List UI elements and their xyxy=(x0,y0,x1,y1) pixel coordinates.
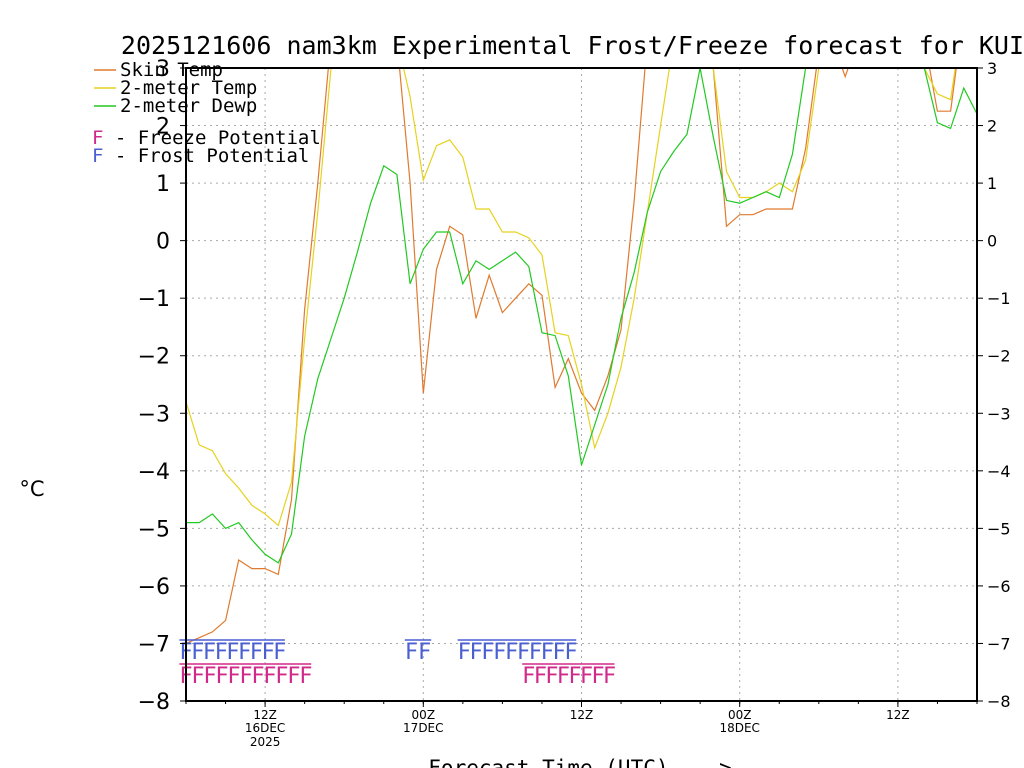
x-tick-label: 12Z xyxy=(570,708,594,722)
y-tick-label-left: −5 xyxy=(138,517,170,542)
y-tick-label-right: −5 xyxy=(987,519,1011,538)
frost-potential-marker: F xyxy=(215,640,228,665)
freeze-potential-marker: F xyxy=(534,664,547,689)
frost-potential-marker: F xyxy=(493,640,506,665)
axis-ticks: −8 −8 −7 −7 −6 −6 −5 −5 −4 −4 −3 −3 −2 −2 −1 −1 0 0 1 1 2 2 3 3… xyxy=(138,57,1011,749)
y-tick-label-left: 3 xyxy=(156,57,170,82)
frost-potential-marker: F xyxy=(481,640,494,665)
y-axis-label: °C xyxy=(19,477,44,501)
freeze-potential-marker: F xyxy=(591,664,604,689)
x-tick-label: 12Z xyxy=(886,708,910,722)
y-tick-label-left: −6 xyxy=(138,575,170,600)
freeze-potential-marker: F xyxy=(522,664,535,689)
series-lines xyxy=(186,68,977,645)
y-tick-label-left: −8 xyxy=(138,690,170,715)
y-tick-label-right: 1 xyxy=(987,174,997,193)
x-tick-year: 2025 xyxy=(250,735,281,749)
frost-potential-marker: F xyxy=(469,640,482,665)
legend-item-label: 2-meter Temp xyxy=(120,77,257,99)
legend-frost-text: - Frost Potential xyxy=(103,145,309,167)
y-tick-label-right: 0 xyxy=(987,232,997,251)
x-tick-date: 16DEC xyxy=(245,721,285,735)
y-tick-label-left: −3 xyxy=(138,402,170,427)
freeze-potential-marker: F xyxy=(557,664,570,689)
legend-item-label: Skin Temp xyxy=(120,59,223,81)
frost-potential-marker: F xyxy=(564,640,577,665)
x-axis-label: Forecast Time (UTC) ---> xyxy=(428,756,731,768)
legend-freeze-marker: F xyxy=(92,127,103,149)
frost-potential-marker: F xyxy=(541,640,554,665)
frost-potential-marker: F xyxy=(191,640,204,665)
freeze-potential-marker: F xyxy=(251,664,264,689)
frost-potential-marker: F xyxy=(505,640,518,665)
y-tick-label-left: 1 xyxy=(156,172,170,197)
legend-freeze: F - Freeze Potential xyxy=(92,127,321,149)
freeze-potential-marker: F xyxy=(239,664,252,689)
frost-potential-marker: F xyxy=(529,640,542,665)
series-line-2-meter-temp xyxy=(186,68,956,527)
legend-freeze-text: - Freeze Potential xyxy=(103,127,320,149)
frost-potential-marker: F xyxy=(250,640,263,665)
freeze-potential-marker: F xyxy=(191,664,204,689)
frost-potential-marker: F xyxy=(517,640,530,665)
x-tick-label: 00Z xyxy=(412,708,436,722)
frost-potential-marker: F xyxy=(405,640,418,665)
y-tick-label-right: −2 xyxy=(987,347,1011,366)
freeze-potential-marker: F xyxy=(215,664,228,689)
frost-potential-marker: F xyxy=(418,640,431,665)
y-tick-label-right: −8 xyxy=(987,692,1011,711)
x-tick-label: 12Z xyxy=(253,708,277,722)
freeze-potential-marker: F xyxy=(287,664,300,689)
frost-potential-marker: F xyxy=(226,640,239,665)
y-tick-label-right: 3 xyxy=(987,59,997,78)
chart-title: 2025121606 nam3km Experimental Frost/Fre… xyxy=(121,31,1024,60)
x-tick-date: 18DEC xyxy=(719,721,759,735)
freeze-potential-marker: F xyxy=(545,664,558,689)
y-tick-label-left: −4 xyxy=(138,460,170,485)
y-tick-label-left: 2 xyxy=(156,115,170,140)
frost-potential-marker: F xyxy=(273,640,286,665)
y-tick-label-left: −2 xyxy=(138,345,170,370)
freeze-potential-marker: F xyxy=(299,664,312,689)
freeze-potential-marker: F xyxy=(568,664,581,689)
frost-potential-marker: F xyxy=(552,640,565,665)
y-tick-label-left: −7 xyxy=(138,632,170,657)
y-tick-label-right: 2 xyxy=(987,117,997,136)
y-tick-label-left: 0 xyxy=(156,230,170,255)
y-tick-label-right: −6 xyxy=(987,577,1011,596)
y-tick-label-left: −1 xyxy=(138,287,170,312)
series-line-skin-temp xyxy=(186,68,957,645)
x-tick-date: 17DEC xyxy=(403,721,443,735)
y-tick-label-right: −3 xyxy=(987,404,1011,423)
freeze-potential-marker: F xyxy=(275,664,288,689)
freeze-potential-marker: F xyxy=(227,664,240,689)
frost-potential-marker: F xyxy=(203,640,216,665)
legend-frost: F - Frost Potential xyxy=(92,145,309,167)
y-tick-label-right: −1 xyxy=(987,289,1011,308)
x-tick-label: 00Z xyxy=(728,708,752,722)
freeze-potential-marker: F xyxy=(603,664,616,689)
y-tick-label-right: −4 xyxy=(987,462,1011,481)
frost-potential-marker: F xyxy=(261,640,274,665)
legend-item-label: 2-meter Dewp xyxy=(120,95,257,117)
freeze-potential-marker: F xyxy=(203,664,216,689)
legend-frost-marker: F xyxy=(92,145,103,167)
series-line-2-meter-dewp xyxy=(186,68,977,564)
frost-potential-marker: F xyxy=(458,640,471,665)
y-tick-label-right: −7 xyxy=(987,634,1011,653)
frost-potential-marker: F xyxy=(238,640,251,665)
freeze-potential-marker: F xyxy=(263,664,276,689)
freeze-potential-marker: F xyxy=(580,664,593,689)
